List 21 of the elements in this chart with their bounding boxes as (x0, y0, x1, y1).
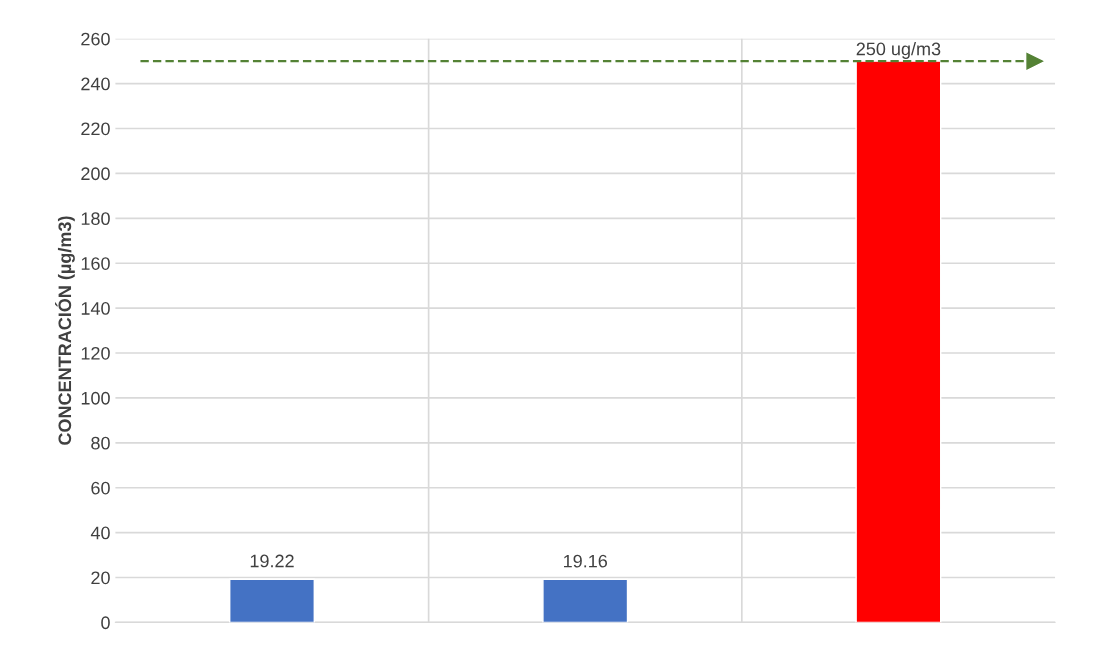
y-tick-label: 60 (91, 481, 110, 495)
y-tick-label: 40 (90, 526, 110, 540)
y-tick-label: 160 (81, 257, 110, 270)
data-label: 19.22 (250, 554, 294, 568)
bar (855, 60, 942, 623)
bar (542, 578, 629, 623)
y-tick-label: 240 (81, 77, 110, 91)
y-tick-label: 20 (91, 571, 110, 585)
y-tick-label: 220 (81, 122, 110, 136)
y-tick-label: 180 (81, 212, 110, 226)
y-tick-label: 120 (81, 346, 110, 360)
y-tick-label: 100 (81, 391, 110, 405)
y-tick-label: 200 (81, 167, 110, 181)
y-tick-label: 0 (101, 616, 110, 630)
y-tick-label: 140 (81, 302, 110, 315)
data-label: 19.16 (564, 554, 608, 568)
y-axis-title: CONCENTRACIÓN (µg/m3) (55, 216, 75, 445)
y-tick-label: 260 (81, 32, 110, 46)
y-tick-label: 80 (91, 436, 110, 450)
bar (229, 578, 315, 623)
ref-line-label: 250 ug/m3 (856, 42, 941, 59)
